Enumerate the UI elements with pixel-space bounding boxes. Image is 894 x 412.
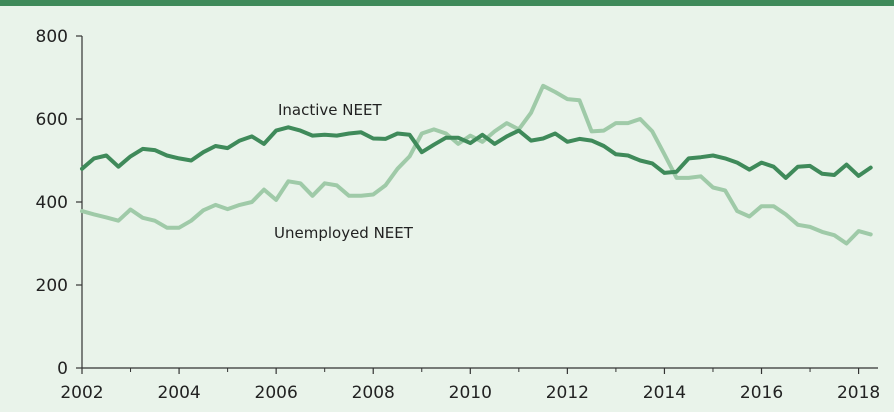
y-tick-label: 200 bbox=[36, 276, 68, 296]
tick-labels: 0 200 400 600 800 2002 2004 2006 2008 2010 2012 201… bbox=[36, 27, 881, 403]
y-tick-label: 0 bbox=[57, 359, 68, 379]
x-tick-label: 2016 bbox=[740, 383, 783, 403]
y-tick-label: 400 bbox=[36, 193, 68, 213]
annotation-unemployed-neet: Unemployed NEET bbox=[274, 224, 414, 242]
annotation-inactive-neet: Inactive NEET bbox=[278, 101, 382, 119]
x-tick-label: 2012 bbox=[546, 383, 589, 403]
x-tick-label: 2008 bbox=[352, 383, 395, 403]
x-tick-label: 2018 bbox=[837, 383, 880, 403]
top-banner-strip bbox=[0, 0, 894, 6]
series-line-inactive-neet bbox=[80, 125, 873, 180]
x-tick-label: 2014 bbox=[643, 383, 686, 403]
x-tick-label: 2006 bbox=[255, 383, 298, 403]
x-tick-label: 2002 bbox=[60, 383, 103, 403]
x-tick-label: 2010 bbox=[449, 383, 492, 403]
y-tick-label: 800 bbox=[36, 27, 68, 47]
x-tick-label: 2004 bbox=[157, 383, 200, 403]
y-tick-label: 600 bbox=[36, 110, 68, 130]
axes bbox=[76, 35, 878, 374]
series-lines bbox=[80, 83, 873, 246]
